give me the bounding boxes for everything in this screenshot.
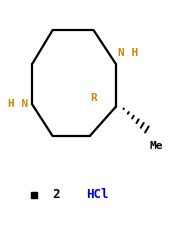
Text: 2: 2	[53, 188, 60, 201]
Text: R: R	[90, 93, 96, 103]
Text: Me: Me	[149, 141, 163, 151]
Text: N H: N H	[118, 48, 138, 58]
Text: H N: H N	[8, 99, 28, 109]
Text: HCl: HCl	[86, 188, 109, 201]
